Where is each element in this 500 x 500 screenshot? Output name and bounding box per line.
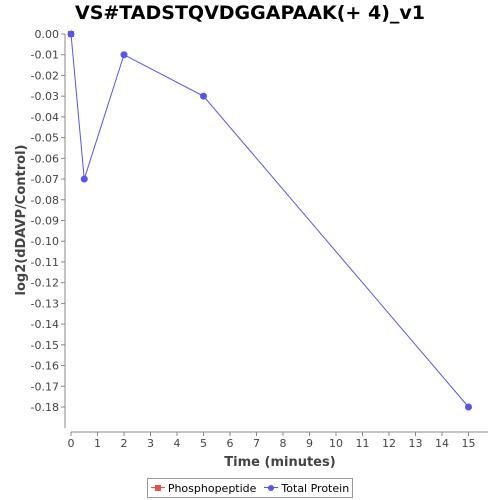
data-point-circle	[67, 30, 75, 38]
x-tick-label: 10	[329, 437, 343, 450]
y-tick-label: -0.13	[31, 297, 59, 310]
data-point-circle	[200, 92, 207, 100]
y-tick-label: -0.10	[31, 235, 59, 248]
y-tick-label: -0.09	[31, 215, 59, 228]
legend-square-marker-icon	[150, 483, 165, 493]
x-tick-label: 5	[200, 437, 207, 450]
x-tick-label: 14	[435, 437, 449, 450]
x-tick-label: 0	[68, 437, 75, 450]
y-tick-label: -0.03	[31, 90, 59, 103]
y-axis-label: log2(dDAVP/Control)	[14, 145, 29, 296]
legend-item-phosphopeptide: Phosphopeptide	[150, 481, 257, 495]
y-tick-label: -0.16	[31, 360, 59, 373]
x-tick-label: 11	[356, 437, 370, 450]
data-point-circle	[465, 403, 472, 411]
y-tick-label: -0.11	[31, 256, 59, 269]
x-tick-label: 6	[227, 437, 234, 450]
y-tick-label: -0.08	[31, 194, 59, 207]
y-tick-label: -0.14	[31, 318, 59, 331]
y-tick-label: -0.15	[31, 339, 59, 352]
legend: Phosphopeptide Total Protein	[147, 478, 353, 498]
x-tick-label: 9	[306, 437, 313, 450]
y-tick-label: -0.01	[31, 49, 59, 62]
x-tick-label: 15	[462, 437, 476, 450]
legend-label-phosphopeptide: Phosphopeptide	[167, 481, 257, 495]
y-tick-label: -0.12	[31, 277, 59, 290]
data-point-circle	[120, 51, 128, 59]
legend-item-total-protein: Total Protein	[264, 482, 349, 495]
x-tick-label: 12	[382, 437, 396, 450]
chart-title: VS#TADSTQVDGGAPAAK(+ 4)_v1	[75, 2, 425, 24]
plot-area	[71, 34, 488, 428]
y-tick-label: 0.00	[35, 28, 60, 41]
x-tick-label: 1	[94, 437, 101, 450]
x-tick-label: 13	[409, 437, 423, 450]
y-tick-label: -0.17	[31, 380, 59, 393]
x-tick-label: 4	[174, 437, 181, 450]
legend-label-total-protein: Total Protein	[281, 481, 350, 495]
y-tick-label: -0.02	[31, 69, 59, 82]
legend-circle-marker-icon	[264, 483, 279, 493]
y-tick-label: -0.04	[31, 111, 59, 124]
y-tick-label: -0.05	[31, 132, 59, 145]
y-tick-label: -0.18	[31, 401, 59, 414]
y-tick-label: -0.06	[31, 152, 59, 165]
x-tick-label: 7	[253, 437, 260, 450]
x-tick-label: 8	[280, 437, 287, 450]
x-axis-label: Time (minutes)	[224, 455, 335, 470]
axes: 0.00 -0.01 -0.02 -0.03 -0.04 -0.05 -0.06 -0.07 -…	[31, 28, 488, 450]
x-tick-label: 3	[147, 437, 154, 450]
x-tick-label: 2	[121, 437, 128, 450]
data-point-circle	[80, 175, 88, 183]
y-tick-label: -0.07	[31, 173, 59, 186]
plot-series	[67, 30, 472, 411]
